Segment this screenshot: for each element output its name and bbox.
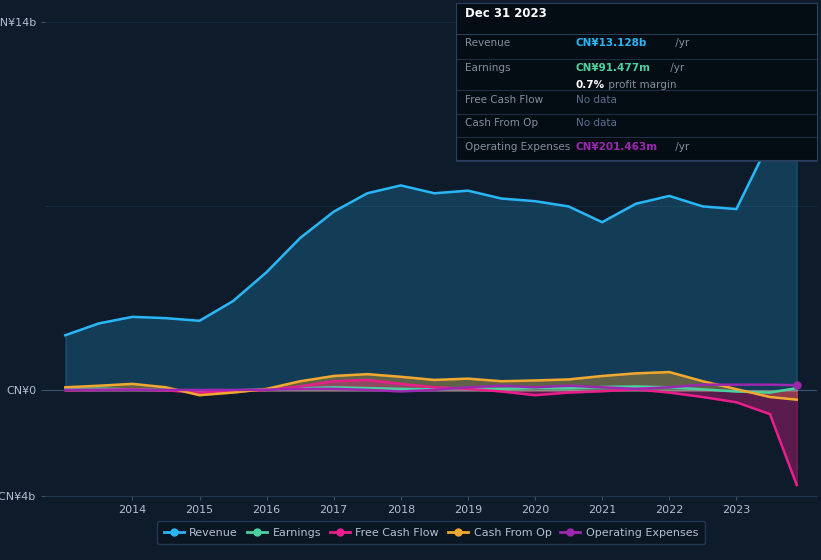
Text: profit margin: profit margin	[605, 80, 677, 90]
Text: No data: No data	[576, 118, 617, 128]
Text: /yr: /yr	[672, 38, 690, 48]
Text: CN¥91.477m: CN¥91.477m	[576, 63, 650, 73]
Text: Free Cash Flow: Free Cash Flow	[465, 95, 543, 105]
Text: /yr: /yr	[667, 63, 685, 73]
Text: CN¥13.128b: CN¥13.128b	[576, 38, 647, 48]
Text: /yr: /yr	[672, 142, 690, 152]
Text: Operating Expenses: Operating Expenses	[465, 142, 570, 152]
Legend: Revenue, Earnings, Free Cash Flow, Cash From Op, Operating Expenses: Revenue, Earnings, Free Cash Flow, Cash …	[157, 521, 705, 544]
Text: 0.7%: 0.7%	[576, 80, 604, 90]
Text: Dec 31 2023: Dec 31 2023	[465, 7, 547, 20]
Text: Earnings: Earnings	[465, 63, 510, 73]
Text: No data: No data	[576, 95, 617, 105]
Text: Revenue: Revenue	[465, 38, 510, 48]
Text: CN¥201.463m: CN¥201.463m	[576, 142, 658, 152]
Text: Cash From Op: Cash From Op	[465, 118, 538, 128]
